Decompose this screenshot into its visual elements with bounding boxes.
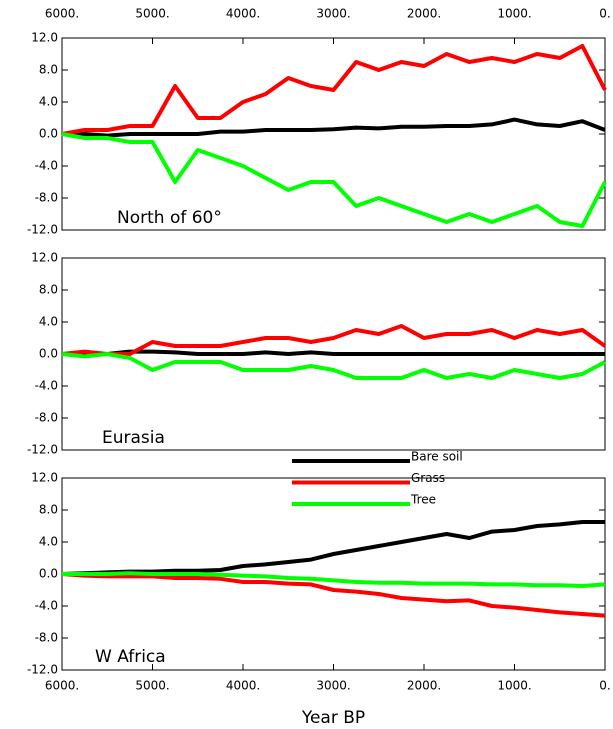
x-tick-label: 4000. <box>226 679 260 693</box>
series-line <box>61 324 607 356</box>
x-tick-label: 1000. <box>497 679 531 693</box>
y-tick-label: -12.0 <box>27 663 58 677</box>
legend-label: Grass <box>411 471 445 485</box>
y-tick-label: -8.0 <box>35 631 58 645</box>
series-line <box>61 44 607 136</box>
x-axis-label: Year BP <box>301 708 365 728</box>
x-tick-label: 6000. <box>45 7 79 21</box>
y-tick-label: 4.0 <box>39 315 58 329</box>
x-tick-label: 5000. <box>135 679 169 693</box>
series-line <box>61 352 606 380</box>
x-tick-label: 6000. <box>45 679 79 693</box>
y-tick-label: 8.0 <box>39 63 58 77</box>
series-line <box>61 520 605 576</box>
y-tick-label: 12.0 <box>31 251 58 265</box>
x-tick-label: 4000. <box>226 7 260 21</box>
panel-label: W Africa <box>95 647 166 667</box>
series-line <box>62 571 606 588</box>
y-tick-label: -4.0 <box>35 379 58 393</box>
panel-label: North of 60° <box>117 208 222 228</box>
x-tick-label: 3000. <box>316 679 350 693</box>
y-tick-label: 0.0 <box>39 567 58 581</box>
series-line <box>61 572 606 618</box>
x-tick-label: 5000. <box>135 7 169 21</box>
legend-label: Tree <box>410 493 436 507</box>
y-tick-label: 0.0 <box>39 347 58 361</box>
y-tick-label: 12.0 <box>31 471 58 485</box>
y-tick-label: -8.0 <box>35 411 58 425</box>
y-tick-label: 8.0 <box>39 503 58 517</box>
y-tick-label: 4.0 <box>39 95 58 109</box>
y-tick-label: 0.0 <box>39 127 58 141</box>
y-tick-label: -12.0 <box>27 443 58 457</box>
x-tick-label: 3000. <box>316 7 350 21</box>
y-tick-label: -8.0 <box>35 191 58 205</box>
y-tick-label: 12.0 <box>31 31 58 45</box>
x-tick-label: 0. <box>599 679 610 693</box>
y-tick-label: -4.0 <box>35 159 58 173</box>
x-tick-label: 0. <box>599 7 610 21</box>
x-tick-label: 2000. <box>407 679 441 693</box>
panel-label: Eurasia <box>102 428 165 448</box>
y-tick-label: -12.0 <box>27 223 58 237</box>
x-tick-label: 1000. <box>497 7 531 21</box>
y-tick-label: -4.0 <box>35 599 58 613</box>
series-line <box>62 117 606 138</box>
series-line <box>62 349 605 356</box>
y-tick-label: 4.0 <box>39 535 58 549</box>
x-tick-label: 2000. <box>407 7 441 21</box>
series-line <box>61 132 607 228</box>
legend-label: Bare soil <box>411 450 463 464</box>
y-tick-label: 8.0 <box>39 283 58 297</box>
